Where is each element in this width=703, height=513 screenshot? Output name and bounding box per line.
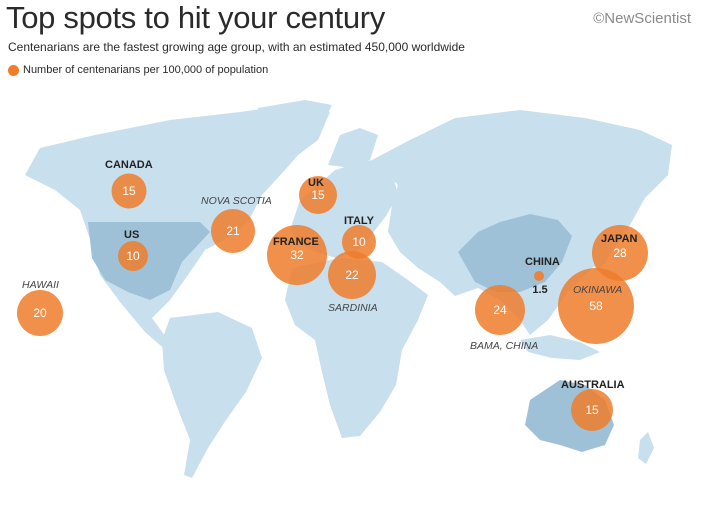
label-china: CHINA — [525, 256, 560, 268]
new-zealand-shape — [638, 432, 654, 464]
value-australia: 15 — [585, 403, 599, 417]
value-france: 32 — [290, 248, 304, 262]
bubble-bama-china — [475, 285, 525, 335]
value-nova-scotia: 21 — [226, 224, 240, 238]
label-france: FRANCE — [273, 236, 319, 248]
label-us: US — [124, 229, 139, 241]
bubble-australia — [571, 389, 613, 431]
bubble-japan — [592, 225, 648, 281]
bubble-canada — [111, 173, 147, 209]
se-asia-islands-shape — [520, 335, 600, 360]
label-japan: JAPAN — [601, 233, 638, 245]
value-layer: 15 10 21 20 15 32 10 22 1.5 24 28 58 15 — [33, 184, 627, 417]
value-china: 1.5 — [532, 284, 547, 296]
credit: ©NewScientist — [593, 10, 691, 27]
value-sardinia: 22 — [345, 268, 359, 282]
label-hawaii: HAWAII — [22, 279, 59, 291]
value-japan: 28 — [613, 246, 627, 260]
label-bama-china: BAMA, CHINA — [470, 340, 538, 352]
value-hawaii: 20 — [33, 306, 47, 320]
value-bama-china: 24 — [493, 303, 507, 317]
label-canada: CANADA — [105, 159, 153, 171]
bubble-italy — [342, 225, 376, 259]
bubble-okinawa — [558, 268, 634, 344]
value-us: 10 — [126, 249, 140, 263]
label-uk: UK — [308, 177, 324, 189]
page-title: Top spots to hit your century — [6, 0, 385, 35]
legend-dot-icon — [8, 64, 19, 76]
bubble-hawaii — [17, 290, 63, 336]
south-america-shape — [162, 312, 262, 478]
legend-label: Number of centenarians per 100,000 of po… — [23, 64, 269, 76]
value-uk: 15 — [311, 188, 325, 202]
bubble-nova-scotia — [211, 209, 255, 253]
value-italy: 10 — [352, 235, 366, 249]
bubble-sardinia — [328, 251, 376, 299]
value-okinawa: 58 — [589, 299, 603, 313]
label-sardinia: SARDINIA — [328, 302, 378, 314]
label-italy: ITALY — [344, 215, 375, 227]
subtitle: Centenarians are the fastest growing age… — [8, 40, 465, 54]
scandinavia-shape — [328, 128, 378, 168]
value-canada: 15 — [122, 184, 136, 198]
greenland-shape — [258, 100, 332, 150]
label-australia: AUSTRALIA — [561, 379, 625, 391]
bubble-france — [267, 225, 327, 285]
legend: Number of centenarians per 100,000 of po… — [8, 64, 268, 76]
bubble-china — [534, 271, 544, 281]
africa-shape — [285, 258, 428, 438]
bubble-uk — [299, 176, 337, 214]
label-nova-scotia: NOVA SCOTIA — [201, 195, 272, 207]
china-highlight-shape — [458, 214, 572, 292]
label-layer: CANADA US NOVA SCOTIA HAWAII UK FRANCE I… — [22, 159, 638, 391]
label-okinawa: OKINAWA — [573, 284, 622, 296]
bubble-us — [118, 241, 148, 271]
bubble-layer — [17, 173, 648, 431]
usa-highlight-shape — [88, 222, 210, 300]
